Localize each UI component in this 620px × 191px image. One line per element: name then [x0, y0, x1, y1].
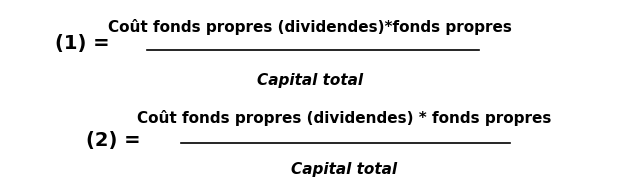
- Text: Capital total: Capital total: [257, 73, 363, 88]
- Text: (2) =: (2) =: [86, 130, 141, 150]
- Text: Coût fonds propres (dividendes)*fonds propres: Coût fonds propres (dividendes)*fonds pr…: [108, 19, 512, 35]
- Text: Coût fonds propres (dividendes) * fonds propres: Coût fonds propres (dividendes) * fonds …: [136, 110, 551, 126]
- Text: (1) =: (1) =: [55, 34, 110, 53]
- Text: Capital total: Capital total: [291, 162, 397, 177]
